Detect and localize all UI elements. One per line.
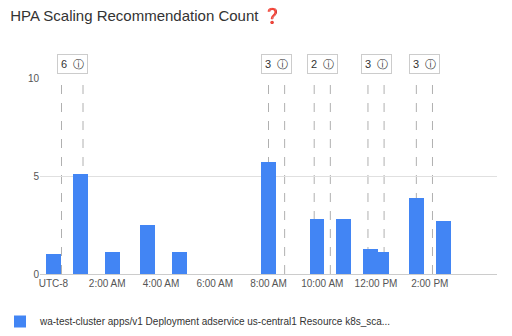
svg-text:12:00 PM: 12:00 PM (355, 278, 398, 289)
svg-text:3 ⓘ: 3 ⓘ (365, 58, 388, 70)
svg-text:10: 10 (28, 73, 40, 84)
svg-text:4:00 AM: 4:00 AM (143, 278, 180, 289)
svg-text:3 ⓘ: 3 ⓘ (265, 58, 288, 70)
svg-text:2 ⓘ: 2 ⓘ (311, 58, 334, 70)
svg-text:3 ⓘ: 3 ⓘ (413, 58, 436, 70)
svg-text:wa-test-cluster apps/v1 Deploy: wa-test-cluster apps/v1 Deployment adser… (39, 316, 390, 327)
svg-text:UTC-8: UTC-8 (39, 278, 69, 289)
svg-text:HPA Scaling Recommendation Cou: HPA Scaling Recommendation Count ❓ (10, 7, 281, 25)
svg-text:2:00 AM: 2:00 AM (89, 278, 126, 289)
svg-text:5: 5 (33, 171, 39, 182)
svg-text:2:00 PM: 2:00 PM (411, 278, 448, 289)
svg-text:6:00 AM: 6:00 AM (196, 278, 233, 289)
svg-text:10:00 AM: 10:00 AM (301, 278, 343, 289)
svg-text:8:00 AM: 8:00 AM (250, 278, 287, 289)
svg-text:0: 0 (33, 269, 39, 280)
svg-text:6 ⓘ: 6 ⓘ (61, 58, 84, 70)
